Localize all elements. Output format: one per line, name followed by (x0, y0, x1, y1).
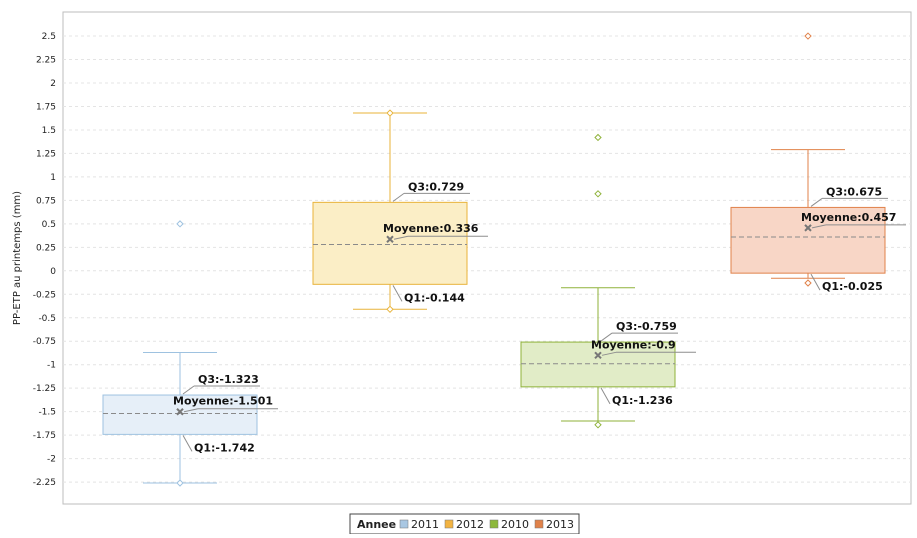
mean-leader (393, 235, 409, 240)
q3-label: Q3:-0.759 (616, 320, 677, 333)
y-tick-label: 2 (50, 79, 56, 89)
mean-leader (601, 351, 617, 356)
y-tick-label: -1.25 (33, 384, 56, 394)
q3-leader (810, 198, 823, 207)
q3-label: Q3:0.675 (826, 185, 882, 198)
q3-label: Q3:-1.323 (198, 373, 259, 386)
y-tick-label: -1 (47, 361, 56, 371)
mean-leader (183, 408, 199, 413)
box-2011: Q3:-1.323 Moyenne:-1.501 Q1:-1.742 (102, 220, 278, 487)
outlier-point (386, 109, 394, 117)
outlier-point (176, 479, 184, 487)
y-tick-label: 1.25 (36, 149, 56, 159)
q1-label: Q1:-1.236 (612, 394, 673, 407)
y-tick-label: -0.5 (38, 314, 56, 324)
y-tick-label: -2.25 (33, 478, 56, 488)
legend-label-2013: 2013 (546, 518, 574, 531)
y-tick-label: -1.5 (38, 408, 56, 418)
y-tick-label: 0.75 (36, 196, 56, 206)
legend-swatch-2012 (444, 519, 454, 529)
outlier-point (176, 220, 184, 228)
y-tick-label: 0.25 (36, 243, 56, 253)
legend[interactable]: Annee 2011 2012 2010 2013 (349, 513, 580, 535)
legend-label-2010: 2010 (501, 518, 529, 531)
q1-leader (600, 387, 611, 405)
legend-label-2011: 2011 (411, 518, 439, 531)
q3-leader (182, 385, 195, 395)
legend-items: 2011 2012 2010 2013 (399, 518, 574, 531)
q1-leader (810, 273, 821, 291)
boxes: Q3:-1.323 Moyenne:-1.501 Q1:-1.742 Q3:0.729… (102, 32, 906, 487)
mean-label: Moyenne:0.336 (383, 222, 479, 235)
box-2012: Q3:0.729 Moyenne:0.336 Q1:-0.144 (312, 109, 488, 314)
y-tick-label: -0.25 (33, 290, 56, 300)
mean-marker (176, 408, 184, 416)
mean-leader (811, 224, 827, 229)
y-tick-label: 2.5 (42, 32, 56, 42)
q1-label: Q1:-0.144 (404, 291, 465, 304)
outlier-point (594, 421, 602, 429)
box-2010: Q3:-0.759 Moyenne:-0.9 Q1:-1.236 (520, 133, 696, 429)
y-axis-label: PP-ETP au printemps (mm) (12, 191, 23, 325)
outlier-point (594, 190, 602, 198)
q1-leader (182, 435, 193, 452)
y-tick-label: 2.25 (36, 56, 56, 66)
box-rect (312, 201, 468, 285)
box-rect (102, 394, 258, 435)
box-rect (520, 341, 676, 388)
y-tick-label: 0.5 (42, 220, 56, 230)
y-tick-label: 0 (50, 267, 56, 277)
q1-label: Q1:-1.742 (194, 441, 255, 454)
outlier-point (804, 32, 812, 40)
y-tick-label: 1.75 (36, 102, 56, 112)
y-tick-label: -1.75 (33, 431, 56, 441)
q1-label: Q1:-0.025 (822, 280, 883, 293)
mean-label: Moyenne:0.457 (801, 211, 896, 224)
mean-marker (594, 351, 602, 360)
mean-marker (386, 235, 394, 243)
legend-swatch-2011 (399, 519, 409, 529)
q1-leader (392, 285, 403, 302)
mean-label: Moyenne:-0.9 (591, 338, 676, 351)
legend-label-2012: 2012 (456, 518, 484, 531)
outlier-point (386, 305, 394, 314)
q3-label: Q3:0.729 (408, 180, 464, 193)
y-tick-label: -0.75 (33, 337, 56, 347)
box-2013: Q3:0.675 Moyenne:0.457 Q1:-0.025 (730, 32, 906, 293)
q3-leader (600, 332, 613, 342)
q3-leader (392, 192, 405, 202)
outlier-point (594, 133, 602, 142)
y-tick-label: 1.5 (42, 126, 56, 136)
y-tick-label: 1 (50, 173, 56, 183)
y-axis-ticks: 2.5 2.25 2 1.75 1.5 1.25 1 0.75 0.5 0.25 0 -0.25 -0.… (33, 32, 57, 488)
outlier-point (804, 279, 812, 287)
legend-swatch-2010 (489, 519, 499, 529)
legend-title: Annee (357, 518, 396, 531)
mean-marker (804, 224, 812, 232)
legend-swatch-2013 (534, 519, 544, 529)
y-tick-label: -2 (47, 455, 56, 465)
mean-label: Moyenne:-1.501 (173, 395, 273, 408)
box-rect (730, 206, 886, 274)
